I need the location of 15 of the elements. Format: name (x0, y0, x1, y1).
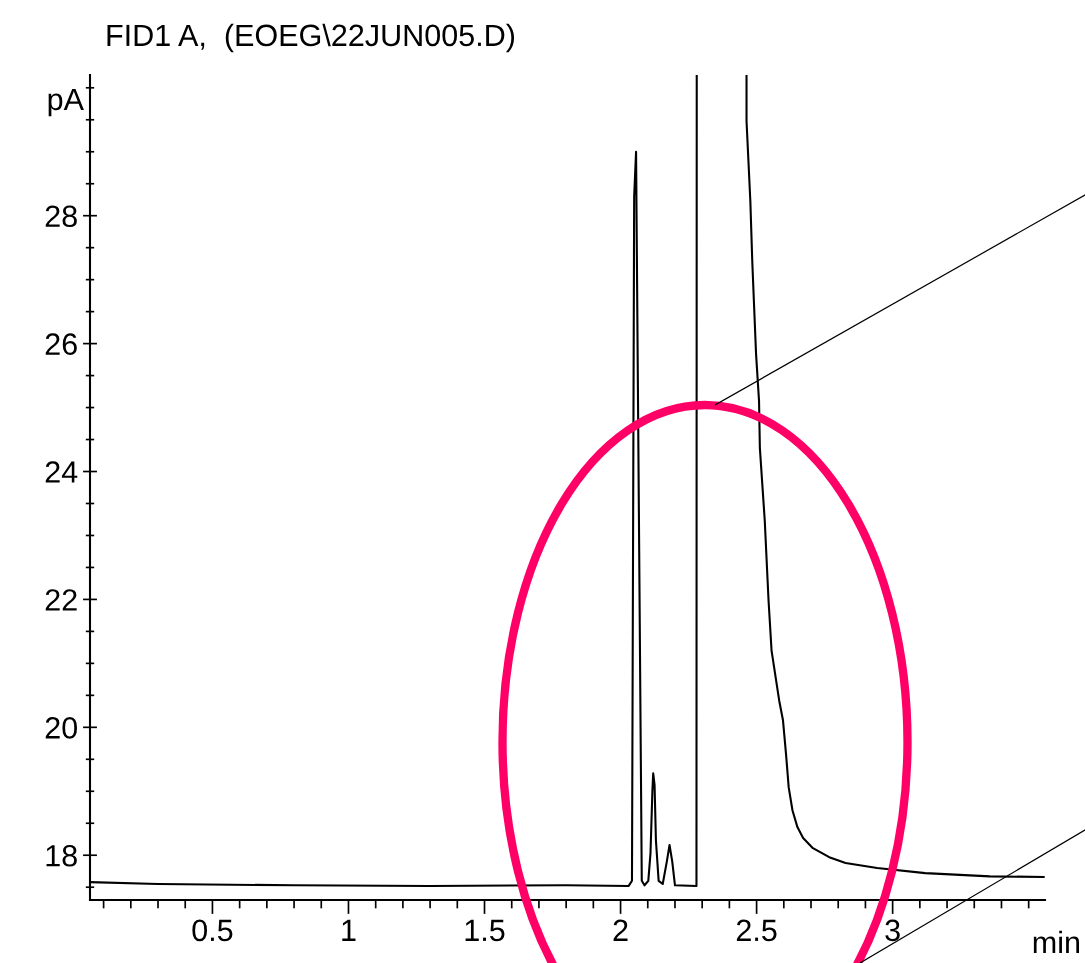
x-tick-label: 2.5 (736, 919, 777, 942)
y-axis-title: pA (48, 88, 84, 117)
x-tick-label: 1 (342, 919, 356, 941)
y-tick-label: 24 (45, 461, 78, 483)
x-tick-label: 3 (885, 919, 900, 942)
y-tick-label: 18 (46, 844, 77, 867)
y-tick-label: 20 (45, 717, 77, 739)
x-tick-label: 1.5 (465, 919, 505, 942)
x-tick-label: 2 (613, 919, 628, 941)
y-tick-label: 26 (45, 333, 77, 355)
x-axis-title: min (1033, 930, 1080, 953)
y-tick-label: 28 (45, 205, 77, 228)
y-tick-label: 22 (45, 589, 77, 611)
x-tick-label: 0.5 (192, 919, 233, 942)
chart-title: FID1 A, (EOEG\22JUN005.D) (107, 23, 515, 53)
